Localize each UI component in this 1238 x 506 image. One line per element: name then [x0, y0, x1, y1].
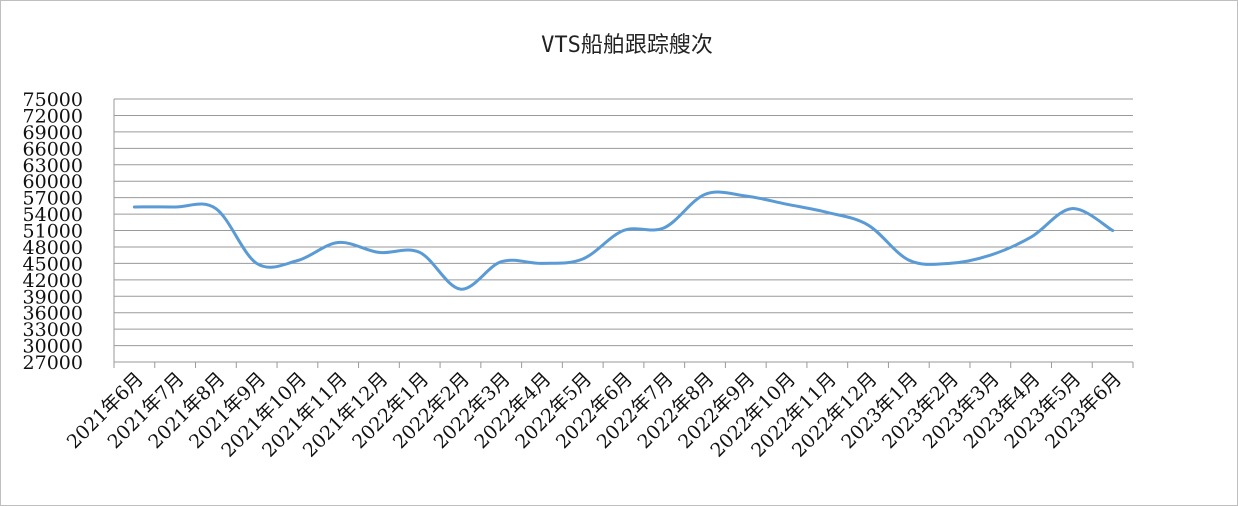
data-point [498, 259, 504, 265]
data-point [1028, 234, 1034, 240]
data-point [702, 191, 708, 197]
data-point [906, 257, 912, 263]
series-line-0 [132, 190, 1115, 291]
x-axis-tick-labels: 2021年6月2021年7月2021年8月2021年9月2021年10月2021… [63, 368, 1126, 462]
data-point [784, 201, 790, 207]
data-point [417, 249, 423, 255]
data-point [172, 204, 178, 210]
y-tick-label: 69000 [23, 122, 83, 144]
y-tick-label: 48000 [23, 237, 83, 259]
y-tick-label: 54000 [23, 204, 83, 226]
data-point [254, 260, 260, 266]
data-point [865, 222, 871, 228]
y-tick-label: 36000 [23, 303, 83, 325]
y-tick-label: 57000 [23, 188, 83, 210]
y-tick-label: 27000 [23, 352, 83, 374]
data-point [621, 228, 627, 234]
y-axis-tick-labels: 2700030000330003600039000420004500048000… [23, 89, 83, 374]
y-tick-label: 42000 [23, 270, 83, 292]
data-point [1069, 206, 1075, 212]
data-point [743, 193, 749, 199]
y-tick-label: 33000 [23, 319, 83, 341]
series-layer [131, 190, 1116, 292]
y-tick-label: 72000 [23, 105, 83, 127]
data-point [294, 258, 300, 264]
y-tick-label: 63000 [23, 155, 83, 177]
data-point [376, 249, 382, 255]
data-point [539, 260, 545, 266]
y-tick-label: 45000 [23, 253, 83, 275]
data-point [1110, 228, 1116, 234]
data-point [824, 209, 830, 215]
y-tick-label: 51000 [23, 221, 83, 243]
data-point [457, 286, 463, 292]
y-tick-label: 75000 [23, 89, 83, 111]
data-point [661, 225, 667, 231]
data-point [947, 260, 953, 266]
data-point [131, 204, 137, 210]
y-tick-label: 66000 [23, 138, 83, 160]
chart-title: VTS船舶跟踪艘次 [541, 33, 713, 58]
data-point [987, 252, 993, 258]
y-tick-label: 30000 [23, 336, 83, 358]
data-point [580, 256, 586, 262]
data-point [335, 240, 341, 246]
y-tick-label: 60000 [23, 171, 83, 193]
x-axis [113, 361, 1134, 368]
data-point [213, 206, 219, 212]
y-tick-label: 39000 [23, 286, 83, 308]
